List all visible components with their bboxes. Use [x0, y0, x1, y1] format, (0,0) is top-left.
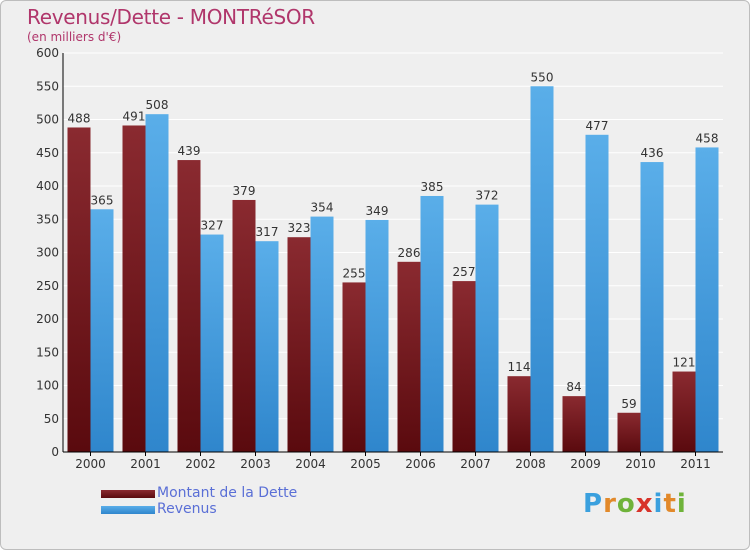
y-tick-label: 400: [36, 179, 59, 193]
y-tick-label: 250: [36, 279, 59, 293]
data-label-dette: 114: [508, 360, 531, 374]
data-label-revenus: 436: [641, 146, 664, 160]
logo-letter: o: [616, 489, 636, 519]
y-tick-label: 500: [36, 113, 59, 127]
y-tick-label: 200: [36, 312, 59, 326]
logo-letter: i: [676, 489, 687, 519]
data-label-dette: 121: [673, 356, 696, 370]
x-tick-label: 2011: [680, 457, 711, 471]
data-label-revenus: 550: [531, 70, 554, 84]
bar-dette: [507, 376, 531, 452]
chart-title: Revenus/Dette - MONTRéSOR: [27, 5, 315, 29]
axes: 0 50 100 150 200 250 300 350 400 450 500 550 600 2000…: [36, 46, 723, 471]
x-tick-label: 2003: [240, 457, 271, 471]
y-tick-label: 600: [36, 46, 59, 60]
data-label-revenus: 372: [476, 189, 499, 203]
x-tick-label: 2007: [460, 457, 491, 471]
bar-revenus: [145, 114, 169, 453]
bar-dette: [177, 160, 201, 452]
data-label-revenus: 477: [586, 119, 609, 133]
bar-revenus: [365, 219, 389, 452]
legend-swatch-revenus: [101, 506, 155, 514]
legend-label-revenus: Revenus: [157, 501, 217, 517]
data-label-revenus: 385: [421, 180, 444, 194]
bars: [67, 86, 719, 453]
data-label-dette: 488: [68, 111, 91, 125]
bar-dette: [342, 282, 366, 452]
bar-dette: [287, 237, 311, 452]
data-label-dette: 255: [343, 266, 366, 280]
y-tick-label: 0: [51, 445, 59, 459]
bar-revenus: [90, 209, 114, 452]
y-tick-label: 550: [36, 79, 59, 93]
logo-letter: i: [653, 489, 664, 519]
x-tick-label: 2001: [130, 457, 161, 471]
bar-revenus: [695, 147, 719, 452]
data-label-revenus: 365: [91, 193, 114, 207]
data-label-revenus: 354: [311, 201, 334, 215]
data-label-dette: 59: [621, 397, 636, 411]
logo-letter: P: [583, 489, 604, 519]
logo-letter: r: [603, 489, 617, 519]
y-tick-label: 450: [36, 146, 59, 160]
data-label-revenus: 317: [256, 225, 279, 239]
bar-revenus: [310, 216, 334, 452]
data-label-dette: 257: [453, 265, 476, 279]
bar-dette: [617, 412, 641, 452]
bar-dette: [397, 261, 421, 452]
y-tick-label: 300: [36, 246, 59, 260]
bar-revenus: [640, 162, 664, 452]
data-label-revenus: 458: [696, 131, 719, 145]
legend-swatch-dette: [101, 490, 155, 498]
data-label-revenus: 349: [366, 204, 389, 218]
bar-revenus: [475, 204, 499, 452]
legend-label-dette: Montant de la Dette: [157, 485, 298, 501]
bar-revenus: [255, 241, 279, 452]
logo-letter: t: [663, 489, 677, 519]
data-label-dette: 84: [566, 380, 581, 394]
bar-dette: [232, 199, 256, 452]
x-tick-label: 2006: [405, 457, 436, 471]
x-tick-label: 2000: [75, 457, 106, 471]
bar-dette: [122, 125, 146, 453]
bar-revenus: [585, 134, 609, 453]
x-tick-label: 2002: [185, 457, 216, 471]
y-tick-label: 50: [44, 412, 59, 426]
data-label-dette: 439: [178, 144, 201, 158]
data-label-revenus: 327: [201, 219, 224, 233]
bar-dette: [672, 371, 696, 452]
bar-revenus: [530, 86, 554, 452]
bar-revenus: [200, 234, 224, 452]
x-tick-label: 2010: [625, 457, 656, 471]
x-tick-label: 2004: [295, 457, 326, 471]
bar-dette: [67, 127, 91, 452]
bar-dette: [562, 396, 586, 452]
bar-revenus: [420, 195, 444, 452]
proxiti-logo: Proxiti: [583, 489, 687, 519]
logo-letter: x: [635, 489, 654, 519]
data-label-dette: 379: [233, 184, 256, 198]
x-tick-label: 2008: [515, 457, 546, 471]
chart-subtitle: (en milliers d'€): [27, 30, 122, 44]
data-label-dette: 491: [123, 109, 146, 123]
data-label-dette: 286: [398, 246, 421, 260]
data-label-revenus: 508: [146, 98, 169, 112]
bar-dette: [452, 281, 476, 452]
x-tick-label: 2005: [350, 457, 381, 471]
data-label-dette: 323: [288, 221, 311, 235]
x-tick-label: 2009: [570, 457, 601, 471]
y-tick-label: 350: [36, 212, 59, 226]
y-tick-label: 150: [36, 345, 59, 359]
y-tick-label: 100: [36, 379, 59, 393]
